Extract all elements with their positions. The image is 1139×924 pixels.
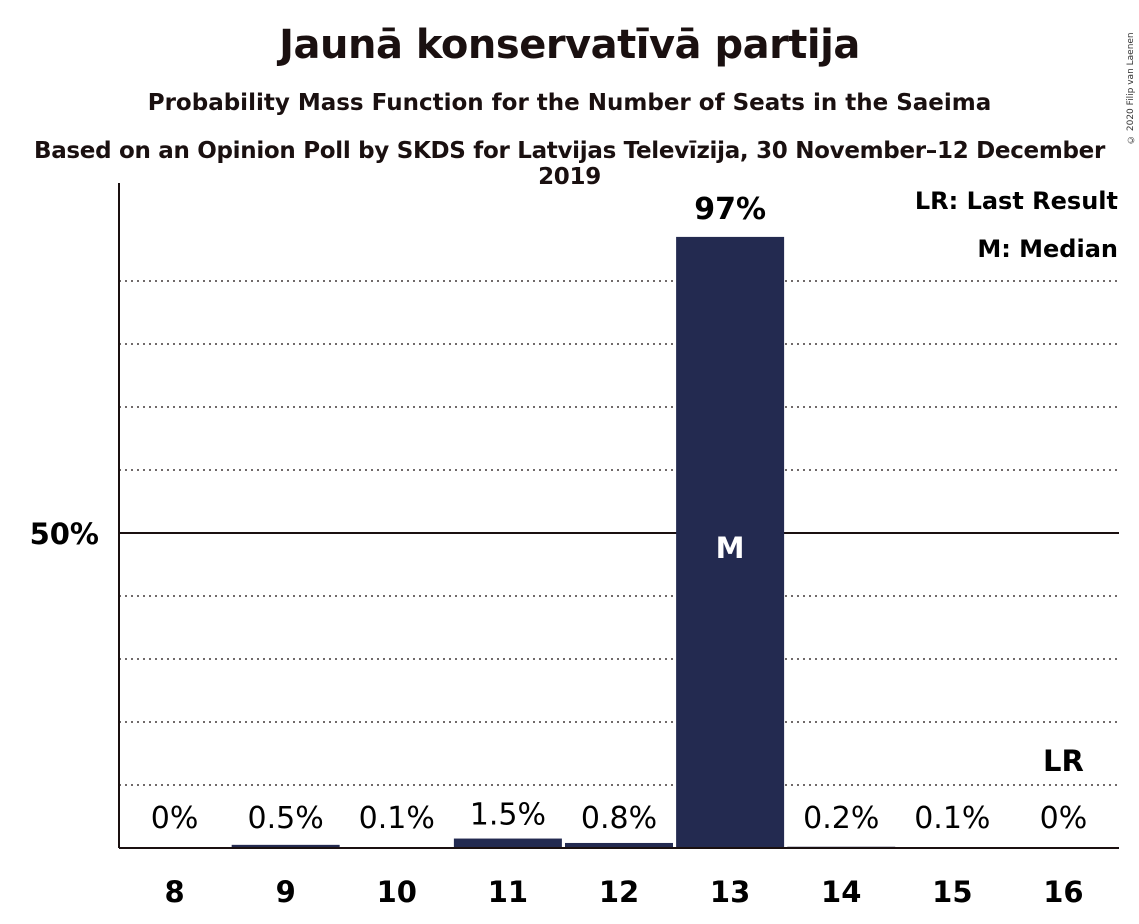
legend-last-result: LR: Last Result bbox=[915, 187, 1118, 215]
value-label: 1.5% bbox=[470, 798, 546, 833]
x-tick-label: 8 bbox=[164, 875, 184, 909]
bar bbox=[676, 236, 785, 848]
value-label: 0.2% bbox=[803, 801, 879, 836]
x-tick-label: 13 bbox=[710, 875, 750, 909]
chart-source-subtitle: Based on an Opinion Poll by SKDS for Lat… bbox=[33, 138, 1106, 190]
value-label: 0.1% bbox=[359, 801, 435, 836]
value-label: 0.1% bbox=[914, 801, 990, 836]
median-marker: M bbox=[716, 531, 745, 565]
value-labels: 0% 0.5% 0.1% 1.5% 0.8% 97% M 0.2% 0.1% 0% LR bbox=[151, 192, 1087, 836]
bars bbox=[231, 236, 1007, 848]
x-tick-label: 16 bbox=[1043, 875, 1083, 909]
value-label: 0% bbox=[1040, 801, 1088, 836]
x-tick-label: 15 bbox=[932, 875, 972, 909]
legend-median: M: Median bbox=[977, 235, 1118, 263]
y-tick-label: 50% bbox=[30, 517, 99, 551]
x-tick-label: 12 bbox=[599, 875, 639, 909]
bar bbox=[565, 842, 673, 848]
x-tick-label: 11 bbox=[488, 875, 528, 909]
x-tick-label: 10 bbox=[377, 875, 417, 909]
last-result-marker: LR bbox=[1043, 744, 1084, 778]
bar bbox=[453, 838, 562, 848]
value-label: 0.8% bbox=[581, 801, 657, 836]
x-tick-label: 14 bbox=[821, 875, 861, 909]
value-label: 97% bbox=[694, 192, 766, 227]
y-tick-labels: 50% bbox=[30, 517, 99, 551]
x-tick-labels: 8 9 10 11 12 13 14 15 16 bbox=[164, 875, 1083, 909]
value-label: 0.5% bbox=[248, 801, 324, 836]
chart-subtitle: Probability Mass Function for the Number… bbox=[147, 90, 992, 116]
bar bbox=[231, 844, 340, 848]
chart-title: Jaunā konservatīvā partija bbox=[279, 22, 860, 68]
value-label: 0% bbox=[151, 801, 199, 836]
grid-lines bbox=[119, 280, 1119, 786]
x-tick-label: 9 bbox=[276, 875, 296, 909]
